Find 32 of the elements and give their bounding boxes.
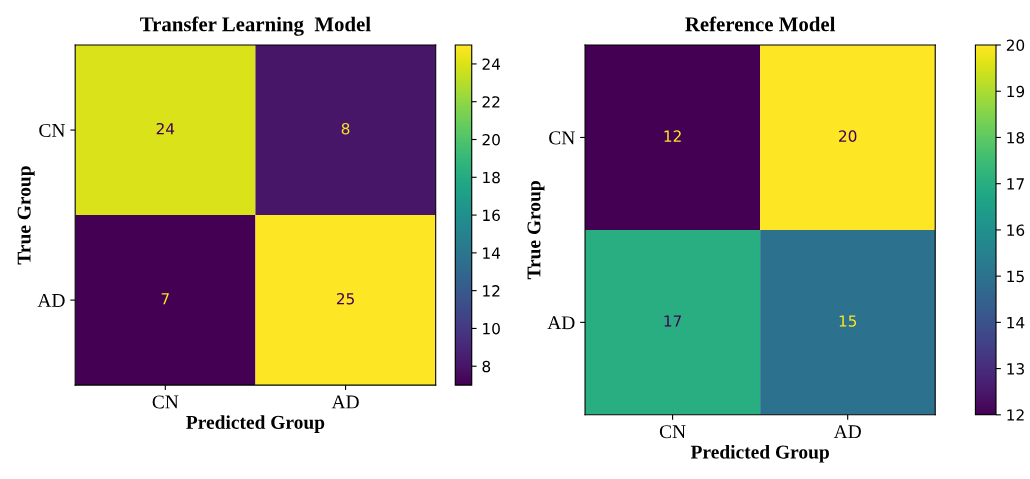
data-label: 24: [156, 122, 175, 135]
color-bar-label: 12: [1007, 409, 1024, 421]
data-label: 12: [664, 130, 681, 142]
color-bar-label: 16: [1007, 224, 1025, 236]
y-axis-title: True Group: [17, 166, 35, 265]
color-bar-label: 18: [1007, 131, 1025, 144]
x-axis-title: Predicted Group: [186, 415, 325, 433]
color-bar-label: 12: [483, 285, 500, 297]
color-bar-label: 8: [482, 360, 491, 373]
color-bar-label: 18: [483, 171, 500, 184]
color-bar-label: 10: [483, 322, 500, 335]
color-bar-label: 22: [482, 96, 500, 108]
color-bar-label: 14: [483, 247, 501, 259]
color-bar-label: 15: [1007, 270, 1024, 283]
data-label: 20: [839, 130, 857, 142]
data-label: 15: [839, 315, 857, 327]
color-bar-label: 13: [1007, 363, 1024, 375]
data-label: 7: [161, 293, 169, 305]
data-label: 25: [336, 292, 354, 305]
chart-title: Transfer Learning Model: [140, 16, 371, 36]
data-label: 8: [341, 122, 350, 135]
color-bar-label: 24: [482, 58, 501, 70]
x-axis-title: Predicted Group: [690, 444, 829, 463]
color-bar-label: 20: [1006, 39, 1025, 52]
chart-title: Reference Model: [685, 16, 836, 32]
data-label: 17: [664, 315, 681, 327]
color-bar-label: 17: [1007, 178, 1024, 190]
color-bar-label: 20: [482, 133, 500, 146]
color-bar-label: 16: [483, 209, 500, 222]
color-bar-label: 19: [1007, 85, 1025, 98]
color-bar-label: 14: [1007, 317, 1025, 329]
y-axis-title: True Group: [527, 181, 545, 280]
